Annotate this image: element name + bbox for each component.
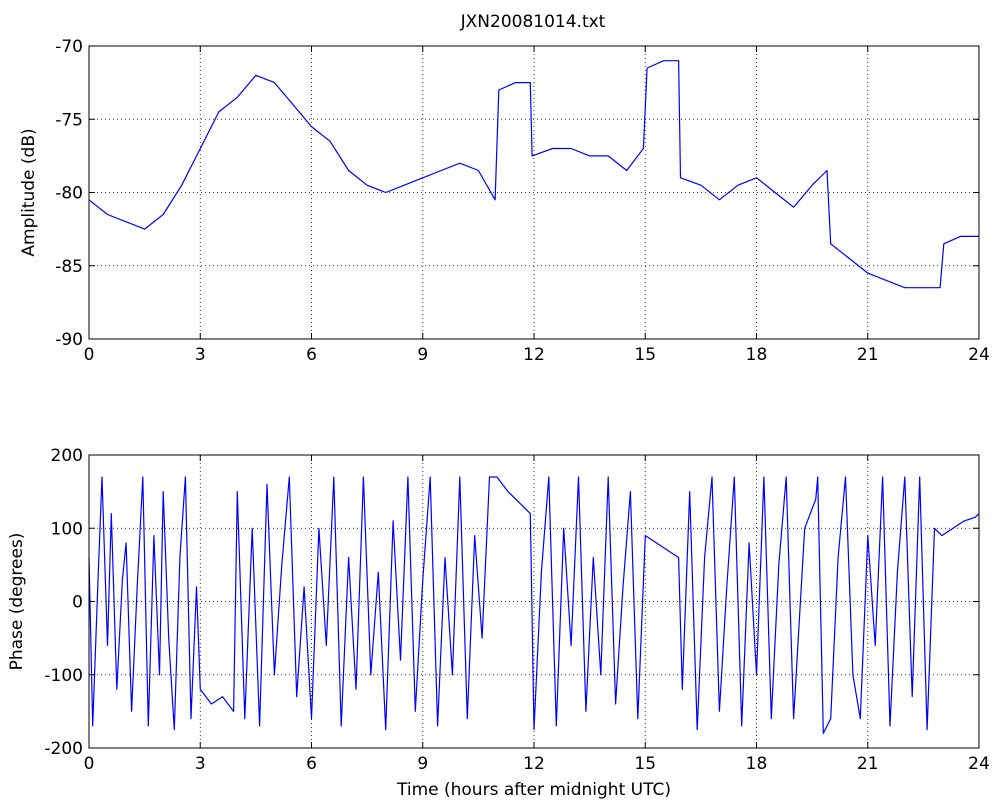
amplitude-x-tick-label: 9 (417, 345, 428, 365)
amplitude-y-tick-label: -70 (55, 37, 83, 57)
phase-x-axis-label: Time (hours after midnight UTC) (396, 780, 671, 800)
amplitude-x-tick-label: 18 (746, 345, 768, 365)
amplitude-y-axis-label: Amplitude (dB) (19, 128, 39, 256)
amplitude-x-tick-label: 6 (306, 345, 317, 365)
phase-x-tick-label: 6 (306, 754, 317, 774)
phase-x-tick-label: 18 (746, 754, 768, 774)
phase-x-tick-label: 24 (968, 754, 990, 774)
amplitude-x-tick-label: 0 (84, 345, 95, 365)
phase-x-tick-label: 15 (634, 754, 656, 774)
phase-series-line (88, 476, 980, 735)
phase-y-tick-label: 0 (72, 593, 83, 613)
amplitude-x-tick-label: 3 (195, 345, 206, 365)
phase-x-tick-label: 3 (195, 754, 206, 774)
phase-y-tick-label: -200 (44, 739, 83, 759)
chart-title: JXN20081014.txt (460, 12, 606, 32)
amplitude-series-line (88, 60, 979, 289)
amplitude-y-tick-label: -90 (55, 330, 83, 350)
phase-x-tick-label: 21 (857, 754, 879, 774)
amplitude-x-tick-label: 21 (857, 345, 879, 365)
amplitude-y-tick-label: -80 (55, 184, 83, 204)
amplitude-x-tick-label: 15 (634, 345, 656, 365)
phase-x-tick-label: 0 (84, 754, 95, 774)
phase-x-tick-label: 12 (523, 754, 545, 774)
amplitude-x-tick-label: 24 (968, 345, 990, 365)
amplitude-y-tick-label: -85 (55, 257, 83, 277)
phase-y-axis-label: Phase (degrees) (7, 533, 27, 671)
phase-x-tick-label: 9 (417, 754, 428, 774)
phase-y-tick-label: -100 (44, 666, 83, 686)
phase-plot: 0 3 6 9 12 15 18 21 24 -200 -100 0 100 200 Phase (degr… (7, 446, 990, 800)
amplitude-plot: 0 3 6 9 12 15 18 21 24 -90 -85 -80 -75 -70 Amplitude (… (19, 37, 990, 365)
phase-y-tick-label: 200 (51, 446, 83, 466)
phase-y-tick-label: 100 (51, 519, 83, 539)
amplitude-y-tick-label: -75 (55, 110, 83, 130)
amplitude-x-tick-label: 12 (523, 345, 545, 365)
